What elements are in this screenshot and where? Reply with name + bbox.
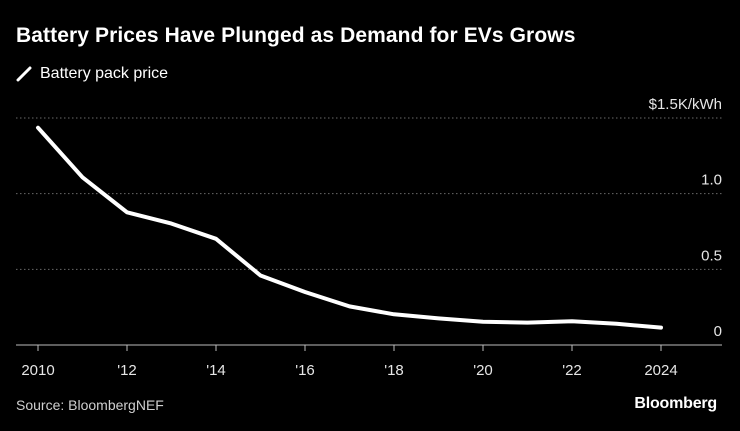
legend: Battery pack price (16, 64, 168, 84)
x-tick-label: '16 (295, 362, 315, 379)
y-tick-label: 0 (714, 323, 722, 340)
legend-label: Battery pack price (40, 65, 169, 82)
source-note: Source: BloombergNEF (16, 397, 164, 413)
bloomberg-logo: Bloomberg (634, 395, 717, 412)
legend-line-icon (16, 66, 32, 82)
x-tick-label: '18 (384, 362, 404, 379)
chart-title: Battery Prices Have Plunged as Demand fo… (16, 24, 576, 47)
x-tick-label: '12 (117, 362, 137, 379)
x-tick-label: 2010 (21, 362, 54, 379)
y-tick-label: 1.0 (701, 172, 722, 189)
series-line (36, 125, 663, 330)
x-tick-label: 2024 (644, 362, 677, 379)
x-tick-label: '14 (206, 362, 226, 379)
x-tick-label: '20 (473, 362, 493, 379)
y-tick-label: $1.5K/kWh (649, 96, 722, 113)
y-tick-label: 0.5 (701, 247, 722, 264)
x-tick-label: '22 (562, 362, 582, 379)
